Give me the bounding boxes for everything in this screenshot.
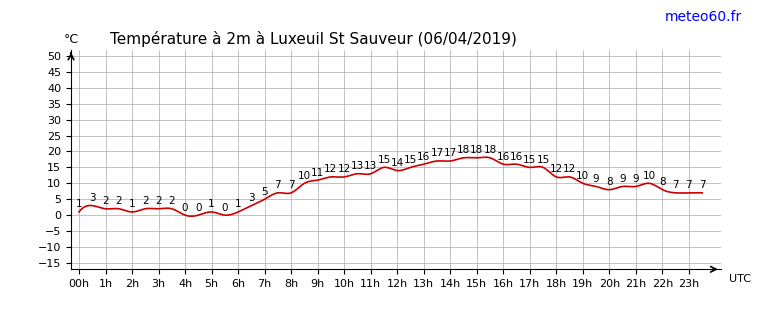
Text: 15: 15 <box>536 155 550 165</box>
Text: 2: 2 <box>168 196 175 206</box>
Text: 18: 18 <box>457 145 470 155</box>
Text: 7: 7 <box>685 180 692 190</box>
Text: 0: 0 <box>222 203 228 212</box>
Text: 1: 1 <box>129 199 135 209</box>
Text: 10: 10 <box>643 171 656 181</box>
Text: 11: 11 <box>311 168 324 178</box>
Text: 16: 16 <box>417 152 431 162</box>
Text: 9: 9 <box>633 174 640 184</box>
Text: 18: 18 <box>483 145 496 155</box>
Text: 1: 1 <box>235 199 242 209</box>
Text: 17: 17 <box>444 148 457 158</box>
Text: 12: 12 <box>324 164 337 174</box>
Text: Température à 2m à Luxeuil St Sauveur (06/04/2019): Température à 2m à Luxeuil St Sauveur (0… <box>110 31 517 47</box>
Text: 7: 7 <box>275 180 282 190</box>
Text: 2: 2 <box>103 196 109 206</box>
Text: 13: 13 <box>351 161 364 171</box>
Text: 9: 9 <box>593 174 600 184</box>
Text: 0: 0 <box>182 203 188 212</box>
Text: UTC: UTC <box>729 274 750 284</box>
Text: 14: 14 <box>391 158 404 168</box>
Text: 16: 16 <box>496 152 510 162</box>
Text: 8: 8 <box>606 177 613 187</box>
Text: 15: 15 <box>404 155 417 165</box>
Text: 7: 7 <box>699 180 705 190</box>
Text: 1: 1 <box>76 199 83 209</box>
Text: meteo60.fr: meteo60.fr <box>665 10 742 24</box>
Text: 2: 2 <box>116 196 122 206</box>
Text: 9: 9 <box>620 174 626 184</box>
Text: 3: 3 <box>248 193 255 203</box>
Text: 0: 0 <box>195 203 202 212</box>
Text: 2: 2 <box>142 196 148 206</box>
Text: 10: 10 <box>576 171 589 181</box>
Text: 7: 7 <box>672 180 679 190</box>
Text: 17: 17 <box>431 148 444 158</box>
Text: 15: 15 <box>523 155 536 165</box>
Text: 3: 3 <box>89 193 96 203</box>
Text: 16: 16 <box>510 152 523 162</box>
Text: 15: 15 <box>377 155 391 165</box>
Text: 8: 8 <box>659 177 666 187</box>
Text: 12: 12 <box>550 164 563 174</box>
Text: 18: 18 <box>470 145 483 155</box>
Text: 2: 2 <box>155 196 162 206</box>
Text: 12: 12 <box>337 164 351 174</box>
Text: °C: °C <box>63 33 79 46</box>
Text: 5: 5 <box>262 187 268 197</box>
Text: 7: 7 <box>288 180 295 190</box>
Text: 10: 10 <box>298 171 311 181</box>
Text: 1: 1 <box>208 199 215 209</box>
Text: 12: 12 <box>563 164 576 174</box>
Text: 13: 13 <box>364 161 377 171</box>
